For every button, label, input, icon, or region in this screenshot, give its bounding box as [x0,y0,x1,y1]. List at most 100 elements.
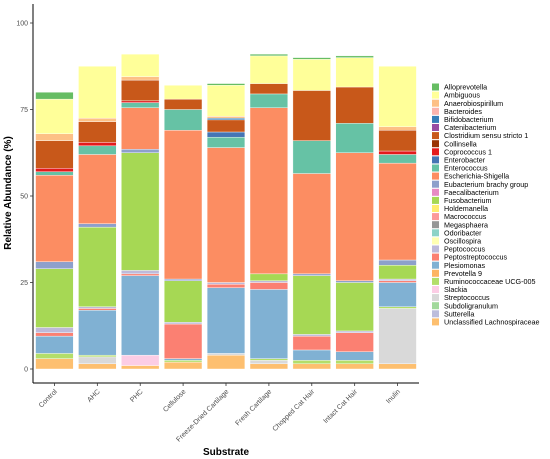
legend-label: Odoribacter [444,228,482,237]
bar-segment [206,131,246,138]
bar-segment [121,102,160,108]
bar-segment [164,280,203,323]
bar-segment [378,265,417,280]
bar-segment [164,109,203,131]
bar-segment [335,332,374,352]
legend-swatch [432,99,439,107]
legend-item: Eubacterium brachy group [432,180,528,189]
bar-segment [292,275,331,335]
legend-swatch [432,91,439,99]
legend-item: Sutterella [432,309,474,318]
legend-label: Unclassified Lachnospiraceae [444,318,540,327]
bar-segment [206,85,246,117]
bar-segment [121,354,160,366]
bar-stack [249,53,288,370]
bar-segment [292,59,331,91]
legend-item: Bacteroides [432,107,482,116]
legend-swatch [432,318,439,326]
legend-swatch [432,245,439,253]
bar-stack [35,91,74,370]
legend-swatch [432,286,439,293]
bar-segment [164,323,203,359]
x-tick-label: Inulin [385,388,402,405]
legend-swatch [432,213,439,221]
bar-segment [206,119,246,133]
legend-label: Faecalibacterium [444,188,499,197]
x-tick-label: Intact Cat Hair [322,388,359,425]
bar-segment [335,152,374,281]
y-tick-label: 0 [24,367,28,374]
bar-segment [78,154,117,224]
bar-segment [249,93,288,108]
bar-stack [378,66,417,370]
legend-label: Anaerobiospirillum [444,99,503,108]
legend-item: Macrococcus [432,212,487,221]
bar-segment [249,363,288,370]
legend-item: Subdoligranulum [432,301,498,310]
bar-segment [121,79,160,102]
bar-segment [121,76,160,81]
legend-swatch [432,277,439,285]
bar-segment [35,98,74,134]
bar-segment [78,363,117,370]
legend-item: Peptostreptococcus [432,253,508,262]
legend-label: Plesiomonas [444,261,486,270]
bar-segment [164,361,203,370]
y-tick-label: 100 [16,21,28,28]
legend-item: Ruminococcaceae UCG-005 [432,277,535,286]
bar-segment [35,332,74,337]
legend-item: Enterobacter [432,156,486,165]
bar-segment [378,308,417,365]
legend-label: Eubacterium brachy group [444,180,528,189]
legend-label: Escherichia-Shigella [444,172,509,181]
legend-label: Subdoligranulum [444,301,498,310]
legend-swatch [432,180,439,188]
legend-label: Alloprevotella [444,83,487,92]
legend-item: Slackia [432,285,467,294]
bar-segment [35,268,74,328]
bar-segment [206,354,246,370]
bar-segment [292,140,331,174]
legend-item: Megasphaera [432,220,488,229]
legend-label: Ambiguous [444,91,480,100]
legend-label: Peptococcus [444,245,486,254]
x-tick-label: Fresh Cartilage [235,388,274,427]
x-tick-label: Control [38,388,59,409]
y-axis-title: Relative Abundance (%) [3,136,14,250]
x-tick-label: PHC [129,388,144,403]
bar-segment [78,117,117,122]
bar-segment [35,171,74,176]
legend-swatch [432,294,439,302]
bar-segment [35,133,74,141]
bar-segment [35,358,74,370]
bar-segment [121,365,160,370]
bar-segment [249,358,288,361]
y-tick-label: 75 [20,107,28,114]
legend-item: Collinsella [432,139,477,148]
legend-label: Peptostreptococcus [444,253,508,262]
bar-segment [121,100,160,103]
bar-segment [292,360,331,365]
bar-segment [335,363,374,370]
legend-swatch [432,229,439,237]
bar-segment [78,356,117,365]
legend-swatch [432,205,439,212]
bar-segment [78,226,117,307]
legend-swatch [432,237,439,245]
bar-segment [206,147,246,283]
bar-segment [35,261,74,269]
bar-segment [249,282,288,290]
legend-swatch [432,302,439,310]
bar-segment [78,354,117,358]
bar-segment [249,83,288,95]
legend-swatch [432,172,439,180]
legend-item: Plesiomonas [432,261,486,270]
legend-swatch [432,188,439,196]
bar-segment [206,284,246,288]
bar-segment [249,273,288,281]
bar-segment [292,90,331,141]
bar-segment [206,116,246,119]
legend-item: Ambiguous [432,91,480,100]
